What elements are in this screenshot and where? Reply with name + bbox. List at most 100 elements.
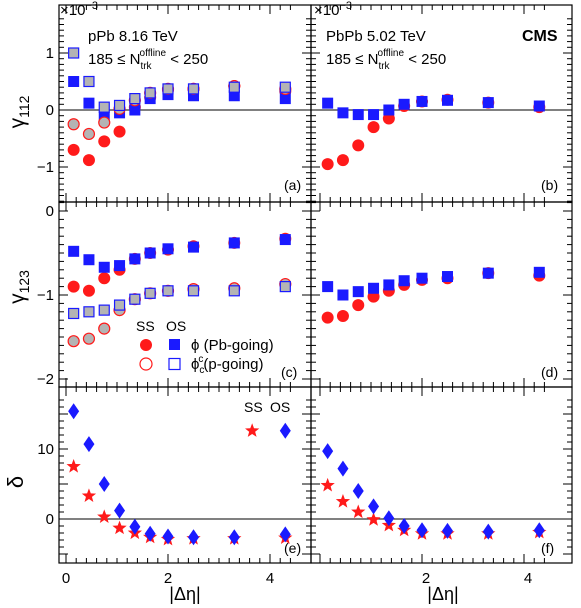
marker-d-filled-square-8 [482,267,494,279]
marker-c-filled-circle-2 [98,272,111,285]
legend-row1-label: ϕ (Pb-going) [191,337,274,354]
marker-e-diamond-2 [98,476,110,492]
marker-d-filled-square-4 [383,279,395,291]
marker-f-diamond-5 [398,518,410,534]
marker-e-diamond-8 [228,529,240,546]
marker-f-diamond-6 [416,522,428,539]
marker-d-filled-square-3 [368,282,380,294]
marker-a-open-square-grey-2 [98,101,110,113]
marker-b-filled-square-7 [442,94,453,106]
ytick-a-m1: −1 [37,159,54,176]
ytick-c-m2: −2 [37,371,54,388]
marker-b-filled-circle-4 [382,112,395,125]
legend-ss: SS [136,318,155,334]
marker-c-filled-square-9 [279,234,291,246]
marker-e-star-2 [97,509,112,523]
panel-label-f: (f) [541,540,554,556]
marker-f-diamond-0 [322,443,334,460]
marker-e-star-9 [245,423,260,437]
marker-c-open-square-grey-6 [162,285,174,297]
marker-f-star-0 [320,477,335,492]
marker-d-filled-square-7 [442,271,453,283]
marker-c-open-square-grey-4 [129,293,141,305]
legend-os-pb-marker [169,339,180,350]
xtick-right-2: 2 [422,570,430,587]
marker-a-open-square-grey-4 [129,92,141,105]
panel-frame-c [58,201,312,388]
marker-f-star-1 [335,494,351,508]
marker-f-diamond-7 [442,522,453,539]
marker-a-filled-square-4 [129,104,141,116]
marker-e-diamond-5 [144,525,156,542]
legend-delta-ss: SS [244,399,263,415]
exponent-label-right: ×10−3 [314,0,352,19]
marker-a-filled-square-8 [228,90,240,102]
xtick-left-0: 0 [62,570,70,587]
marker-c-filled-square-1 [83,254,95,266]
marker-b-filled-square-1 [337,107,349,119]
marker-e-star-1 [81,488,97,502]
ylabel-gamma112: γ112 [6,95,32,128]
marker-d-filled-square-9 [533,266,545,278]
marker-a-open-square-grey-3 [113,99,126,112]
right-system-label: PbPb 5.02 TeV [326,28,426,45]
marker-a-open-circle-grey-0 [67,118,80,131]
marker-e-star-0 [66,459,81,473]
xlabel-left: |Δη| [169,584,200,604]
marker-a-filled-circle-1 [82,154,95,167]
marker-d-filled-circle-0 [321,311,334,324]
marker-c-filled-square-0 [68,245,80,257]
cms-logo-text: CMS [522,28,558,45]
panel-label-c: (c) [281,364,297,380]
panel-frames [58,4,573,564]
data-markers [66,47,547,546]
marker-c-open-circle-grey-1 [82,332,96,345]
legend-ss-pb-marker [140,339,152,351]
marker-b-filled-square-0 [322,97,334,109]
legend-gamma: SS OS ϕ (Pb-going) ϕcc(p-going) [136,318,274,376]
marker-e-diamond-7 [188,529,199,546]
ylabel-delta: δ [3,476,28,488]
marker-d-filled-square-1 [337,289,349,301]
panel-frame-f [310,386,573,564]
marker-a-open-circle-grey-2 [98,116,111,129]
marker-a-open-square-grey-1 [83,75,95,88]
marker-d-filled-square-6 [416,272,428,284]
ytick-a-0: 0 [46,102,54,119]
left-cut-label: 185 ≤ Ntrkoffline < 250 [88,48,208,72]
legend-row2-label: ϕcc(p-going) [191,354,263,376]
marker-c-open-circle-grey-0 [67,335,80,348]
legend-os-p-marker [168,357,181,371]
marker-a-open-square-grey-7 [187,83,200,95]
panel-label-d: (d) [541,364,558,380]
xlabel-right: |Δη| [427,584,458,604]
marker-f-diamond-2 [352,483,364,499]
right-cut-label: 185 ≤ Ntrkoffline < 250 [326,48,446,72]
marker-c-filled-square-3 [114,260,126,272]
ytick-e-0: 0 [46,511,54,528]
marker-e-diamond-10 [279,526,291,543]
marker-a-open-square-grey-8 [228,81,240,93]
marker-b-filled-square-4 [383,104,395,116]
marker-b-filled-circle-2 [352,139,365,152]
marker-d-filled-circle-2 [352,299,365,312]
marker-b-filled-circle-1 [336,154,349,167]
marker-c-filled-circle-1 [82,284,95,297]
marker-b-filled-square-5 [398,98,410,110]
marker-a-open-circle-grey-1 [82,127,96,141]
xtick-left-4: 4 [266,570,274,587]
marker-c-open-square-grey-9 [279,281,291,293]
left-system-label: pPb 8.16 TeV [88,28,178,45]
marker-a-filled-circle-2 [98,135,111,148]
marker-b-filled-square-8 [482,97,494,109]
marker-e-diamond-0 [68,403,80,420]
marker-b-filled-circle-0 [321,158,334,171]
marker-c-open-square-grey-2 [98,304,110,316]
marker-c-open-circle-grey-2 [98,322,111,335]
marker-a-filled-square-9 [279,93,291,105]
xtick-left-2: 2 [164,570,172,587]
marker-a-open-square-grey-5 [144,87,156,99]
marker-b-filled-circle-3 [367,121,380,134]
marker-b-filled-square-6 [416,95,428,107]
